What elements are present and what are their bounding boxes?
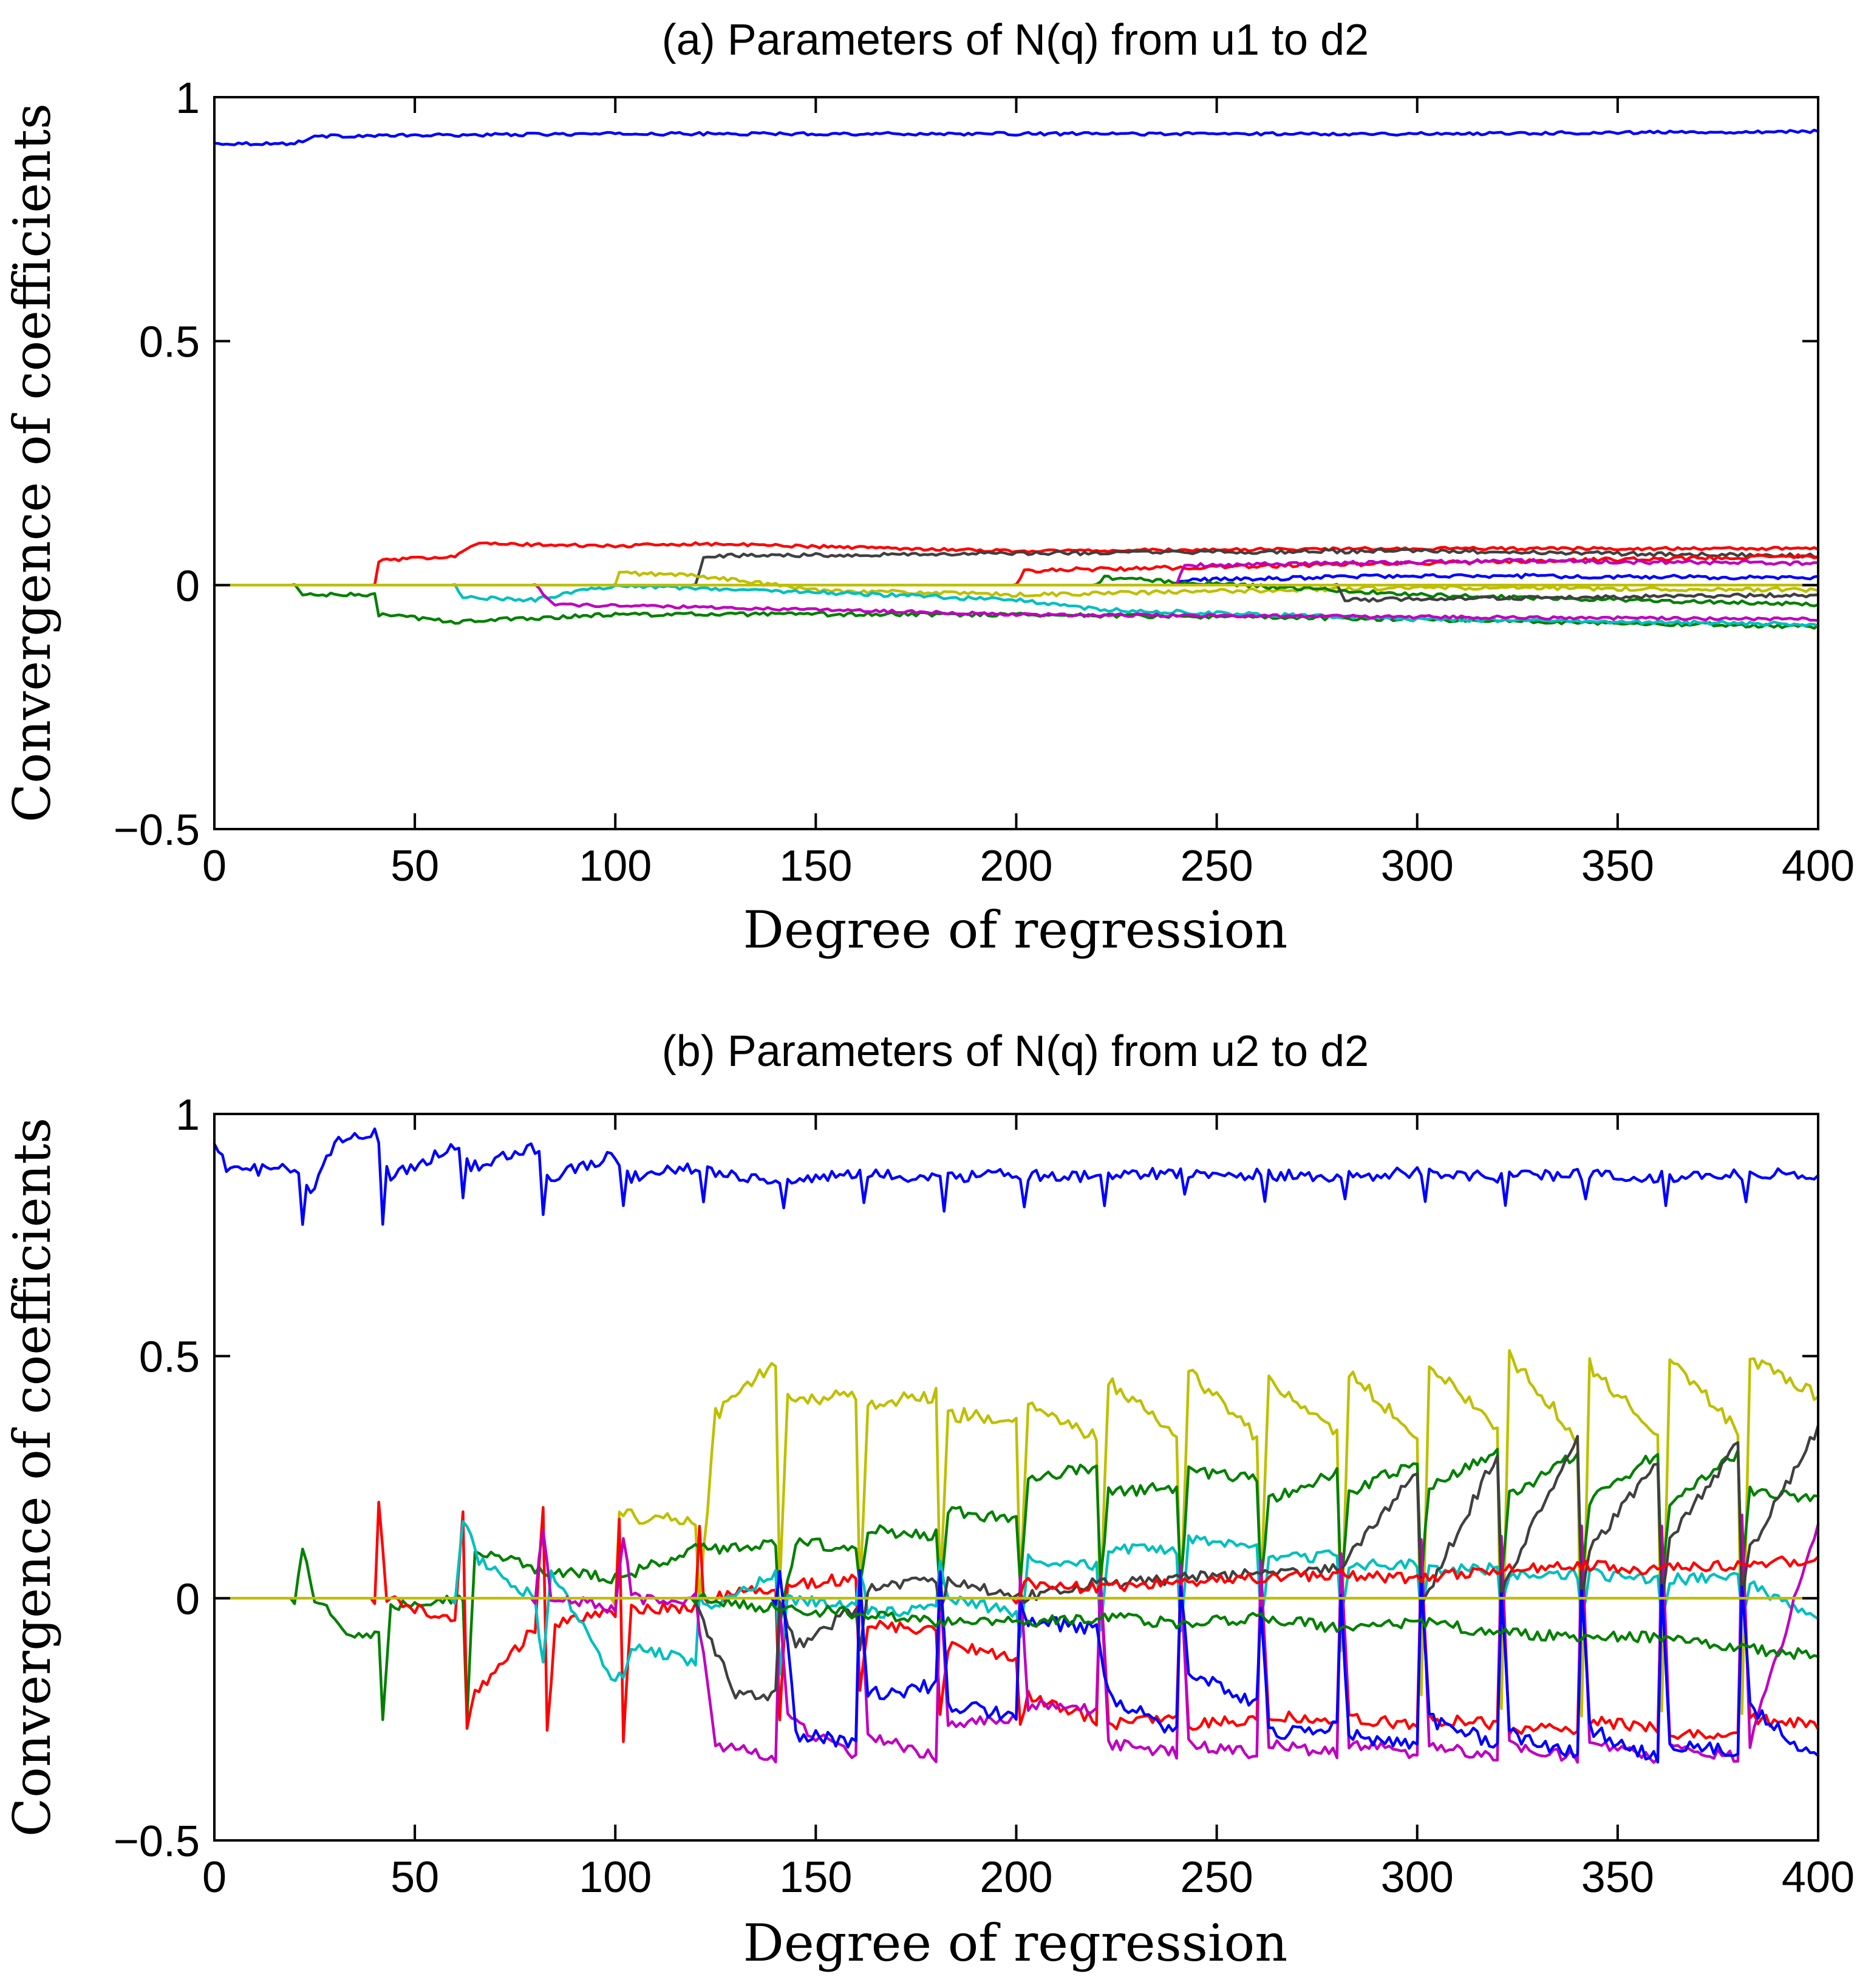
y-tick-label: 1 (175, 74, 200, 123)
y-tick-label: 1 (175, 1091, 200, 1139)
x-tick-label: 250 (1181, 842, 1253, 890)
x-tick-label: 200 (980, 842, 1052, 890)
x-tick-label: 400 (1782, 1853, 1855, 1902)
x-tick-label: 0 (202, 842, 227, 890)
x-axis-label: Degree of regression (743, 900, 1288, 960)
x-tick-label: 350 (1581, 1853, 1654, 1902)
series-line-coef-5 (213, 1520, 1820, 1682)
series-line-coef-8 (213, 553, 1820, 587)
y-axis-label: Convergence of coefficients (2, 103, 62, 822)
series-layer (213, 128, 1820, 630)
ticks-layer: 0 50 100 150 200 250 300 350 400−0.500.51 (114, 74, 1855, 890)
series-line-coef-6 (213, 583, 1820, 627)
y-tick-label: 0 (175, 562, 200, 610)
x-tick-label: 350 (1581, 842, 1654, 890)
x-axis-label: Degree of regression (743, 1913, 1288, 1973)
x-tick-label: 150 (779, 1853, 852, 1902)
y-tick-label: −0.5 (114, 1817, 200, 1866)
y-tick-label: 0.5 (139, 1333, 200, 1382)
x-tick-label: 100 (579, 842, 652, 890)
series-line-coef-1 (213, 1127, 1820, 1226)
x-tick-label: 0 (202, 1853, 227, 1902)
plot-frame (213, 96, 1819, 830)
x-tick-label: 400 (1782, 842, 1855, 890)
x-tick-label: 200 (980, 1853, 1052, 1902)
series-line-coef-3 (213, 1447, 1820, 1723)
series-line-coef-1 (213, 128, 1820, 146)
x-tick-label: 300 (1381, 842, 1454, 890)
series-line-coef-4 (213, 1500, 1820, 1743)
x-tick-label: 150 (779, 842, 852, 890)
series-line-coef-2 (213, 541, 1820, 587)
series-line-coef-4 (213, 548, 1820, 587)
chart-title: (a) Parameters of N(q) from u1 to d2 (662, 16, 1369, 64)
y-tick-label: −0.5 (114, 806, 200, 855)
x-tick-label: 100 (579, 1853, 652, 1902)
series-line-coef-3 (213, 583, 1820, 630)
subplot-a: (a) Parameters of N(q) from u1 to d2 0 50… (2, 16, 1855, 960)
y-axis-label: Convergence of coefficients (2, 1118, 62, 1837)
chart-title: (b) Parameters of N(q) from u2 to d2 (662, 1027, 1369, 1076)
series-line-coef-7 (213, 583, 1820, 623)
x-tick-label: 50 (390, 842, 439, 890)
x-tick-label: 250 (1181, 1853, 1253, 1902)
series-layer (213, 1127, 1820, 1764)
x-tick-label: 300 (1381, 1853, 1454, 1902)
ticks-layer: 0 50 100 150 200 250 300 350 400−0.500.51 (114, 1091, 1855, 1902)
x-tick-label: 50 (390, 1853, 439, 1902)
y-tick-label: 0.5 (139, 318, 200, 367)
subplot-b: (b) Parameters of N(q) from u2 to d2 0 50… (2, 1027, 1855, 1973)
y-tick-label: 0 (175, 1575, 200, 1624)
